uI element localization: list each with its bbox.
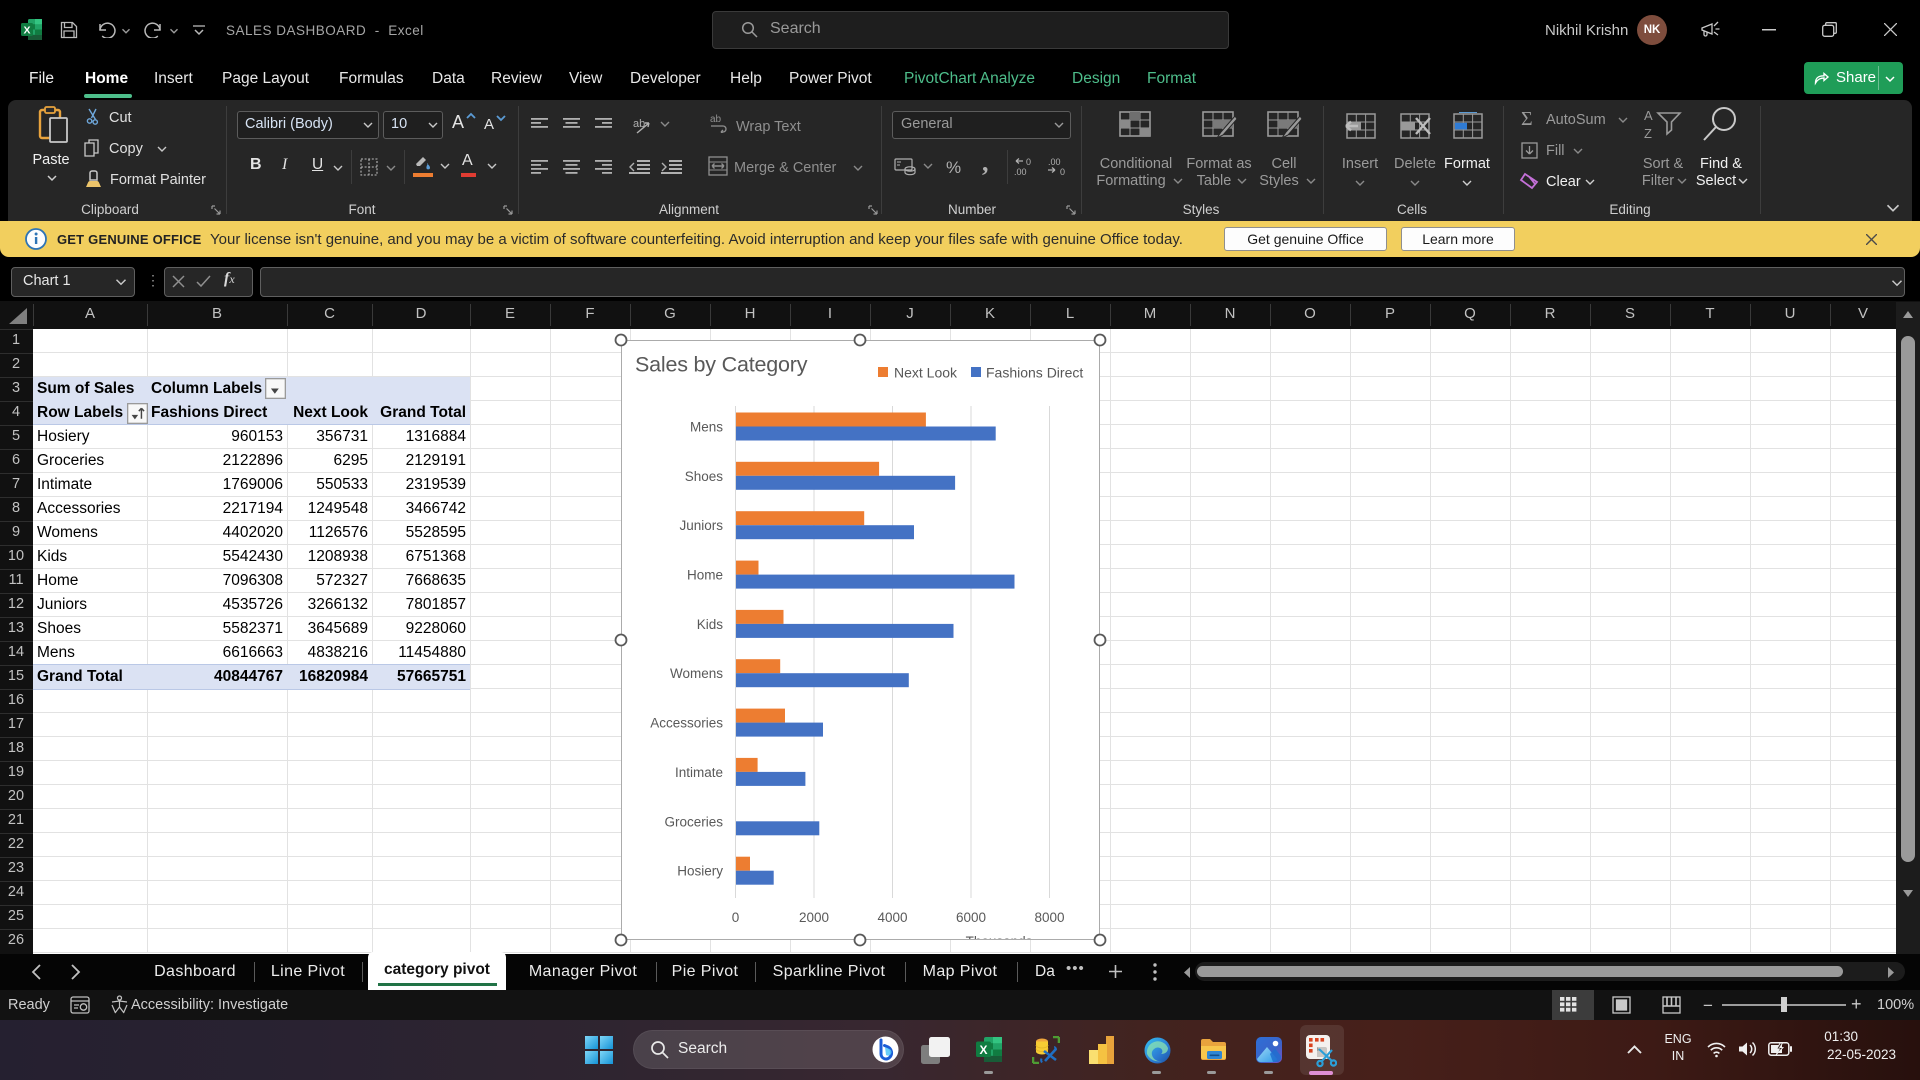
svg-text:Fashions Direct: Fashions Direct — [986, 365, 1083, 381]
svg-text:Groceries: Groceries — [664, 814, 723, 829]
svg-text:X: X — [23, 25, 30, 37]
svg-text:Accessories: Accessories — [650, 716, 723, 731]
svg-text:Hosiery: Hosiery — [677, 864, 723, 879]
svg-text:2000: 2000 — [799, 910, 829, 925]
svg-text:Kids: Kids — [697, 617, 724, 632]
svg-text:6000: 6000 — [956, 910, 986, 925]
svg-text:4000: 4000 — [877, 910, 907, 925]
svg-text:ab: ab — [710, 114, 722, 125]
svg-text:A: A — [1644, 108, 1653, 123]
svg-text:Home: Home — [687, 568, 723, 583]
svg-text:Z: Z — [1644, 126, 1652, 141]
svg-text:.00: .00 — [1048, 157, 1061, 167]
svg-text:8000: 8000 — [1034, 910, 1064, 925]
svg-text:0: 0 — [1026, 157, 1031, 167]
svg-text:0: 0 — [732, 910, 740, 925]
svg-text:Mens: Mens — [690, 420, 723, 435]
svg-text:.00: .00 — [1014, 167, 1027, 177]
svg-text:Intimate: Intimate — [675, 765, 723, 780]
svg-text:ab: ab — [633, 118, 645, 130]
svg-text:0: 0 — [1060, 167, 1065, 177]
svg-text:Sales by Category: Sales by Category — [635, 353, 808, 377]
svg-text:Next Look: Next Look — [894, 365, 958, 381]
svg-text:Womens: Womens — [670, 666, 723, 681]
svg-text:Juniors: Juniors — [679, 518, 723, 533]
svg-text:X: X — [979, 1043, 987, 1057]
svg-text:Shoes: Shoes — [685, 469, 724, 484]
svg-text:Thousands: Thousands — [966, 934, 1033, 949]
